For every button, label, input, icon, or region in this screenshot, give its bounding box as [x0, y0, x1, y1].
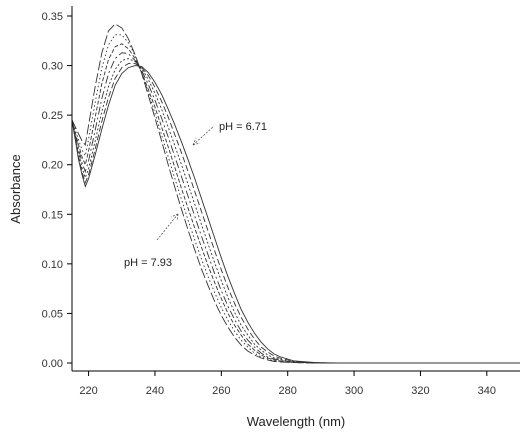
spectrum-line-2 — [71, 63, 520, 364]
x-axis-ticks: 220 240 260 280 300 320 340 — [79, 371, 496, 397]
x-tick-label: 260 — [212, 385, 230, 397]
spectrum-line-1 — [71, 65, 520, 364]
arrowhead-ph-low — [170, 213, 179, 222]
arrowhead-ph-high — [192, 137, 201, 146]
x-tick-label: 320 — [411, 385, 429, 397]
arrow-ph-high — [192, 125, 215, 146]
x-tick-label: 240 — [146, 385, 164, 397]
y-tick-label: 0.20 — [42, 160, 63, 172]
annotation-ph-low: pH = 7.93 — [124, 213, 179, 269]
y-tick-label: 0.30 — [42, 61, 63, 73]
x-tick-label: 300 — [345, 385, 363, 397]
annotation-ph-high: pH = 6.71 — [192, 121, 267, 146]
y-tick-label: 0.15 — [42, 209, 63, 221]
x-axis-title: Wavelength (nm) — [247, 414, 346, 429]
annotation-label-ph-7-93: pH = 7.93 — [124, 257, 172, 269]
x-tick-label: 280 — [279, 385, 297, 397]
x-tick-label: 340 — [478, 385, 496, 397]
spectrum-line-4 — [71, 52, 520, 364]
spectrum-line-3 — [71, 58, 520, 364]
y-tick-label: 0.25 — [42, 110, 63, 122]
y-axis-ticks: 0.00 0.05 0.10 0.15 0.20 0.25 0.30 0.35 — [42, 11, 72, 370]
y-tick-label: 0.10 — [42, 259, 63, 271]
y-tick-label: 0.35 — [42, 11, 63, 23]
x-tick-label: 220 — [79, 385, 97, 397]
y-axis-title: Absorbance — [8, 154, 23, 223]
spectrum-line-7 — [71, 23, 520, 364]
y-tick-label: 0.00 — [42, 358, 63, 370]
arrow-ph-low — [156, 213, 179, 241]
spectra-curves — [71, 23, 520, 364]
annotation-label-ph-6-71: pH = 6.71 — [219, 121, 267, 133]
spectrum-line-5 — [71, 43, 520, 364]
spectrum-line-6 — [71, 34, 520, 364]
y-tick-label: 0.05 — [42, 308, 63, 320]
